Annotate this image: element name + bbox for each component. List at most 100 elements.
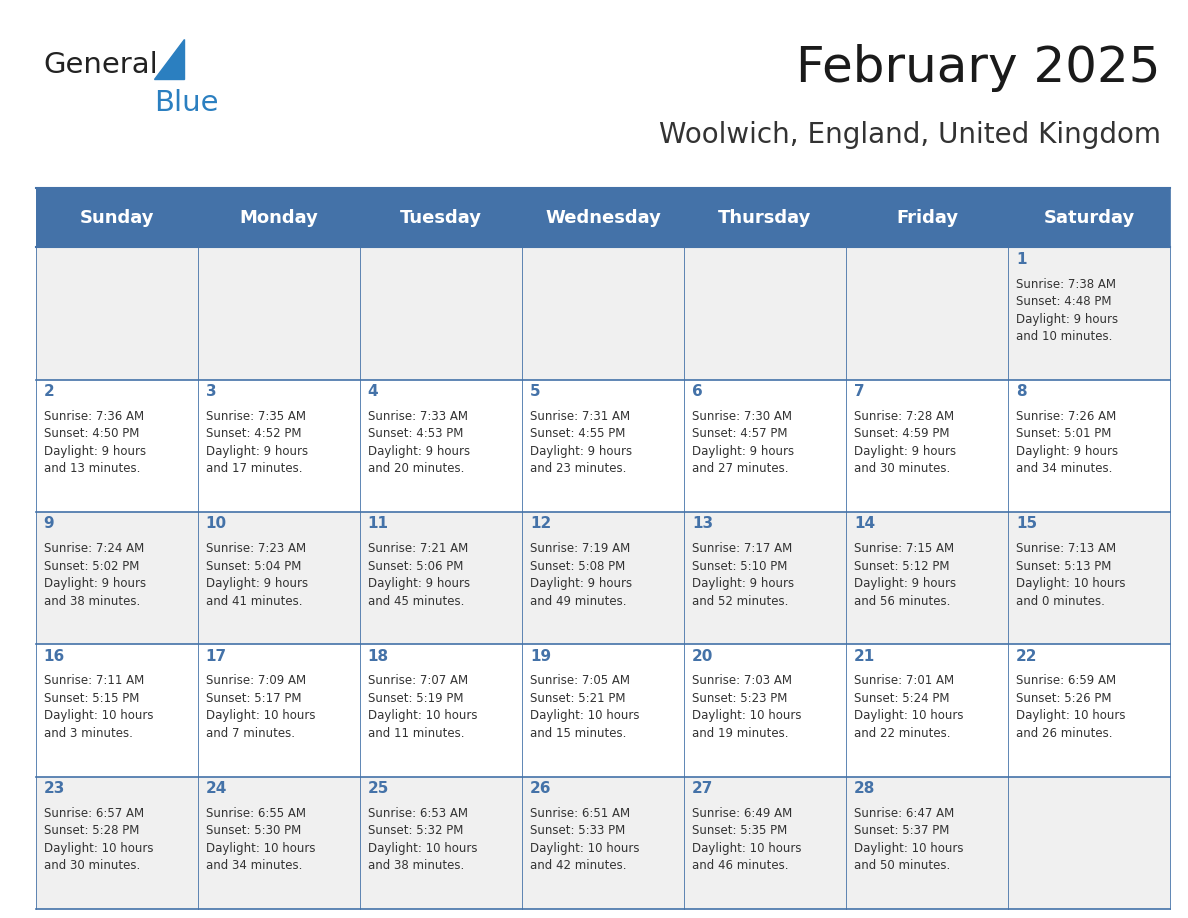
Text: Sunrise: 7:35 AM
Sunset: 4:52 PM
Daylight: 9 hours
and 17 minutes.: Sunrise: 7:35 AM Sunset: 4:52 PM Dayligh… [206,409,308,476]
Bar [360,188,522,247]
Bar [522,777,684,909]
Text: 16: 16 [44,648,65,664]
Text: Sunrise: 7:13 AM
Sunset: 5:13 PM
Daylight: 10 hours
and 0 minutes.: Sunrise: 7:13 AM Sunset: 5:13 PM Dayligh… [1016,543,1125,608]
Text: 5: 5 [530,384,541,399]
Bar [846,777,1009,909]
Bar [360,247,522,379]
Bar [846,512,1009,644]
Text: Sunrise: 7:26 AM
Sunset: 5:01 PM
Daylight: 9 hours
and 34 minutes.: Sunrise: 7:26 AM Sunset: 5:01 PM Dayligh… [1016,409,1118,476]
Text: 23: 23 [44,781,65,796]
Text: Sunrise: 7:36 AM
Sunset: 4:50 PM
Daylight: 9 hours
and 13 minutes.: Sunrise: 7:36 AM Sunset: 4:50 PM Dayligh… [44,409,146,476]
Bar [684,188,846,247]
Bar [684,379,846,512]
Text: Monday: Monday [239,208,318,227]
Bar [846,188,1009,247]
Text: Friday: Friday [896,208,959,227]
Text: 3: 3 [206,384,216,399]
Bar [684,777,846,909]
Text: Sunrise: 7:31 AM
Sunset: 4:55 PM
Daylight: 9 hours
and 23 minutes.: Sunrise: 7:31 AM Sunset: 4:55 PM Dayligh… [530,409,632,476]
Text: 4: 4 [368,384,378,399]
Text: 24: 24 [206,781,227,796]
Text: February 2025: February 2025 [796,43,1161,92]
Text: Sunday: Sunday [80,208,154,227]
Text: Sunrise: 7:21 AM
Sunset: 5:06 PM
Daylight: 9 hours
and 45 minutes.: Sunrise: 7:21 AM Sunset: 5:06 PM Dayligh… [368,543,470,608]
Bar [1009,247,1170,379]
Bar [36,247,197,379]
Bar [684,512,846,644]
Text: 11: 11 [368,516,388,532]
Text: Thursday: Thursday [719,208,811,227]
Bar [197,379,360,512]
Bar [360,512,522,644]
Text: Saturday: Saturday [1043,208,1135,227]
Text: Sunrise: 6:55 AM
Sunset: 5:30 PM
Daylight: 10 hours
and 34 minutes.: Sunrise: 6:55 AM Sunset: 5:30 PM Dayligh… [206,807,315,872]
Text: Sunrise: 7:11 AM
Sunset: 5:15 PM
Daylight: 10 hours
and 3 minutes.: Sunrise: 7:11 AM Sunset: 5:15 PM Dayligh… [44,675,153,740]
Text: 20: 20 [691,648,713,664]
Text: 15: 15 [1016,516,1037,532]
Bar [1009,379,1170,512]
Bar [197,188,360,247]
Text: 1: 1 [1016,252,1026,266]
Text: Sunrise: 6:57 AM
Sunset: 5:28 PM
Daylight: 10 hours
and 30 minutes.: Sunrise: 6:57 AM Sunset: 5:28 PM Dayligh… [44,807,153,872]
Text: 17: 17 [206,648,227,664]
Text: Sunrise: 7:07 AM
Sunset: 5:19 PM
Daylight: 10 hours
and 11 minutes.: Sunrise: 7:07 AM Sunset: 5:19 PM Dayligh… [368,675,478,740]
Text: 6: 6 [691,384,702,399]
Bar [360,379,522,512]
Bar [522,512,684,644]
Text: Blue: Blue [153,89,219,117]
Text: Sunrise: 7:19 AM
Sunset: 5:08 PM
Daylight: 9 hours
and 49 minutes.: Sunrise: 7:19 AM Sunset: 5:08 PM Dayligh… [530,543,632,608]
Text: General: General [44,50,158,79]
Text: Sunrise: 6:49 AM
Sunset: 5:35 PM
Daylight: 10 hours
and 46 minutes.: Sunrise: 6:49 AM Sunset: 5:35 PM Dayligh… [691,807,802,872]
Bar [36,644,197,777]
Bar [360,777,522,909]
Bar [197,777,360,909]
Text: Sunrise: 7:28 AM
Sunset: 4:59 PM
Daylight: 9 hours
and 30 minutes.: Sunrise: 7:28 AM Sunset: 4:59 PM Dayligh… [854,409,956,476]
Text: Sunrise: 7:33 AM
Sunset: 4:53 PM
Daylight: 9 hours
and 20 minutes.: Sunrise: 7:33 AM Sunset: 4:53 PM Dayligh… [368,409,470,476]
Text: 26: 26 [530,781,551,796]
Text: Sunrise: 6:51 AM
Sunset: 5:33 PM
Daylight: 10 hours
and 42 minutes.: Sunrise: 6:51 AM Sunset: 5:33 PM Dayligh… [530,807,639,872]
Text: Wednesday: Wednesday [545,208,661,227]
Text: Tuesday: Tuesday [400,208,482,227]
Text: Sunrise: 7:05 AM
Sunset: 5:21 PM
Daylight: 10 hours
and 15 minutes.: Sunrise: 7:05 AM Sunset: 5:21 PM Dayligh… [530,675,639,740]
Text: Sunrise: 7:30 AM
Sunset: 4:57 PM
Daylight: 9 hours
and 27 minutes.: Sunrise: 7:30 AM Sunset: 4:57 PM Dayligh… [691,409,794,476]
Bar [522,379,684,512]
Text: Sunrise: 6:53 AM
Sunset: 5:32 PM
Daylight: 10 hours
and 38 minutes.: Sunrise: 6:53 AM Sunset: 5:32 PM Dayligh… [368,807,478,872]
Bar [1009,512,1170,644]
Bar [522,188,684,247]
Bar [1009,644,1170,777]
Text: Sunrise: 7:03 AM
Sunset: 5:23 PM
Daylight: 10 hours
and 19 minutes.: Sunrise: 7:03 AM Sunset: 5:23 PM Dayligh… [691,675,802,740]
Bar [846,644,1009,777]
Text: 22: 22 [1016,648,1037,664]
Text: 2: 2 [44,384,55,399]
Text: 13: 13 [691,516,713,532]
Bar [1009,188,1170,247]
Text: 7: 7 [854,384,865,399]
Text: 27: 27 [691,781,713,796]
Text: 14: 14 [854,516,876,532]
Bar [36,379,197,512]
Text: 25: 25 [368,781,390,796]
Polygon shape [153,39,184,79]
Text: Sunrise: 7:15 AM
Sunset: 5:12 PM
Daylight: 9 hours
and 56 minutes.: Sunrise: 7:15 AM Sunset: 5:12 PM Dayligh… [854,543,956,608]
Text: 28: 28 [854,781,876,796]
Text: 8: 8 [1016,384,1026,399]
Bar [522,247,684,379]
Text: Sunrise: 7:09 AM
Sunset: 5:17 PM
Daylight: 10 hours
and 7 minutes.: Sunrise: 7:09 AM Sunset: 5:17 PM Dayligh… [206,675,315,740]
Text: Sunrise: 7:17 AM
Sunset: 5:10 PM
Daylight: 9 hours
and 52 minutes.: Sunrise: 7:17 AM Sunset: 5:10 PM Dayligh… [691,543,794,608]
Bar [522,644,684,777]
Bar [197,247,360,379]
Text: 21: 21 [854,648,876,664]
Bar [846,247,1009,379]
Text: Sunrise: 6:59 AM
Sunset: 5:26 PM
Daylight: 10 hours
and 26 minutes.: Sunrise: 6:59 AM Sunset: 5:26 PM Dayligh… [1016,675,1125,740]
Bar [360,644,522,777]
Text: Sunrise: 7:01 AM
Sunset: 5:24 PM
Daylight: 10 hours
and 22 minutes.: Sunrise: 7:01 AM Sunset: 5:24 PM Dayligh… [854,675,963,740]
Bar [197,644,360,777]
Bar [36,512,197,644]
Text: Sunrise: 7:23 AM
Sunset: 5:04 PM
Daylight: 9 hours
and 41 minutes.: Sunrise: 7:23 AM Sunset: 5:04 PM Dayligh… [206,543,308,608]
Bar [36,777,197,909]
Bar [197,512,360,644]
Text: 10: 10 [206,516,227,532]
Bar [36,188,197,247]
Text: 12: 12 [530,516,551,532]
Text: 19: 19 [530,648,551,664]
